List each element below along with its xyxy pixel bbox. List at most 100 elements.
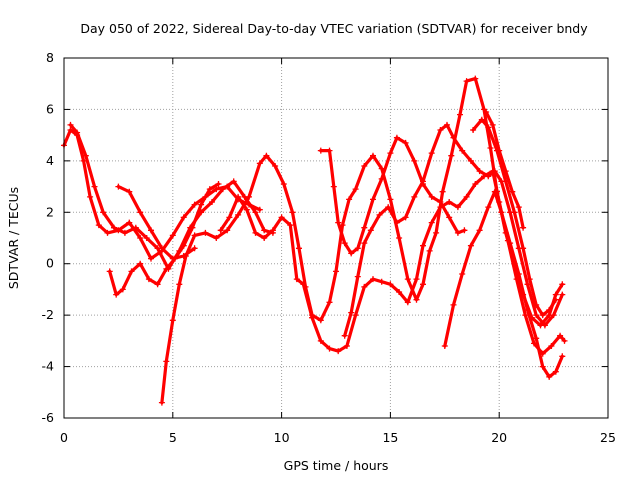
data-point: [533, 312, 540, 319]
data-point: [115, 183, 122, 190]
data-point: [428, 193, 435, 200]
y-tick-label: -2: [42, 307, 54, 322]
data-point: [326, 345, 333, 352]
data-point: [411, 193, 418, 200]
data-point: [485, 124, 492, 131]
data-point: [154, 281, 161, 288]
data-point: [104, 229, 111, 236]
data-point: [348, 250, 355, 257]
data-point: [420, 242, 426, 249]
data-point: [224, 227, 231, 234]
series-sat-b: [67, 121, 276, 272]
data-point: [87, 193, 94, 200]
data-point: [206, 186, 213, 193]
series-sat-h: [341, 121, 566, 339]
data-point: [67, 121, 74, 128]
data-point: [463, 193, 470, 200]
data-point: [278, 214, 285, 221]
series-line: [219, 169, 567, 356]
data-point: [378, 175, 385, 182]
data-point: [393, 219, 400, 226]
data-point: [461, 227, 468, 234]
data-point: [459, 147, 466, 154]
data-point: [396, 235, 403, 241]
data-point: [137, 209, 144, 216]
data-point: [370, 276, 376, 283]
data-point: [370, 196, 376, 203]
data-point: [428, 150, 435, 157]
data-point: [215, 181, 222, 187]
data-point: [335, 348, 342, 355]
data-point: [230, 178, 237, 185]
series-sat-i: [441, 188, 566, 380]
data-point: [367, 227, 374, 234]
series-sat-k: [483, 109, 527, 231]
data-point: [263, 152, 270, 159]
chart-title: Day 050 of 2022, Sidereal Day-to-day VTE…: [80, 21, 588, 36]
data-point: [428, 219, 435, 226]
data-point: [478, 116, 485, 123]
data-point: [533, 335, 540, 342]
data-point: [126, 219, 133, 226]
data-point: [148, 255, 154, 262]
data-point: [361, 163, 368, 169]
data-point: [213, 235, 220, 241]
data-point: [376, 211, 383, 218]
y-tick-label: -6: [42, 410, 55, 425]
data-point: [80, 157, 87, 164]
data-point: [489, 121, 496, 128]
data-point: [252, 209, 259, 216]
plot-frame: [63, 57, 609, 419]
data-point: [509, 188, 516, 195]
data-point: [515, 204, 522, 211]
data-point: [348, 309, 355, 316]
y-tick-label: 8: [46, 50, 54, 65]
data-point: [559, 281, 566, 288]
data-point: [470, 127, 477, 133]
data-point: [387, 196, 394, 203]
data-point: [341, 240, 348, 247]
series-line: [62, 128, 262, 261]
data-point: [217, 227, 224, 234]
data-point: [180, 214, 187, 221]
data-point: [387, 281, 394, 288]
data-point: [289, 209, 296, 216]
data-point: [520, 224, 527, 231]
data-point: [552, 291, 559, 298]
data-point: [446, 199, 453, 205]
data-point: [559, 353, 566, 360]
data-point: [113, 291, 120, 298]
data-point: [472, 75, 479, 82]
data-point: [420, 178, 426, 185]
data-point: [437, 199, 444, 205]
data-point: [487, 145, 494, 151]
data-point: [552, 296, 559, 303]
data-point: [467, 157, 474, 164]
data-point: [539, 312, 546, 319]
data-point: [202, 229, 209, 236]
data-point: [346, 196, 353, 203]
data-point: [354, 273, 361, 280]
series-line: [160, 77, 564, 405]
y-tick-label: -4: [42, 359, 55, 374]
data-point: [163, 265, 170, 272]
data-point: [252, 229, 259, 236]
data-point: [106, 268, 113, 275]
data-point: [176, 281, 183, 288]
data-point: [522, 312, 529, 319]
data-point: [393, 134, 400, 141]
data-point: [404, 299, 411, 306]
data-point: [361, 224, 368, 231]
data-point: [520, 245, 527, 252]
data-point: [326, 147, 333, 154]
data-point: [413, 276, 420, 283]
series-line: [319, 136, 466, 255]
data-point: [539, 363, 546, 370]
data-point: [396, 289, 403, 295]
data-point: [450, 134, 457, 141]
series-sat-c: [106, 181, 222, 298]
x-tick-label: 15: [382, 430, 398, 445]
data-point: [370, 152, 376, 159]
data-point: [515, 271, 522, 277]
series-sat-g: [317, 134, 468, 257]
